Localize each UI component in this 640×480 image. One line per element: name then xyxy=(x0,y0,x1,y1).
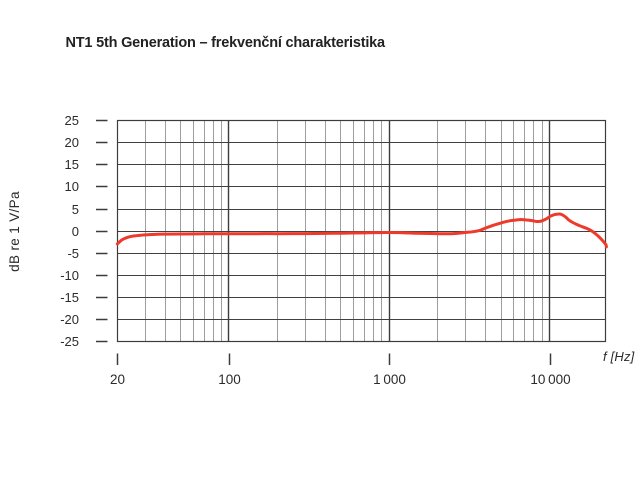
svg-text:NT1 5th Generation – frekvenčn: NT1 5th Generation – frekvenční charakte… xyxy=(66,35,387,51)
svg-text:10 000: 10 000 xyxy=(530,372,570,387)
svg-text:0: 0 xyxy=(72,224,79,239)
svg-text:5: 5 xyxy=(72,202,79,217)
svg-text:-20: -20 xyxy=(60,312,79,327)
svg-text:10: 10 xyxy=(65,179,79,194)
svg-text:f [Hz]: f [Hz] xyxy=(603,349,635,364)
svg-text:dB re 1 V/Pa: dB re 1 V/Pa xyxy=(7,191,22,272)
svg-text:1 000: 1 000 xyxy=(373,372,406,387)
svg-text:25: 25 xyxy=(65,113,79,128)
svg-text:-10: -10 xyxy=(60,268,79,283)
svg-text:15: 15 xyxy=(65,157,79,172)
svg-text:-15: -15 xyxy=(60,290,79,305)
svg-text:-25: -25 xyxy=(60,334,79,349)
svg-text:20: 20 xyxy=(110,372,125,387)
svg-text:-5: -5 xyxy=(67,246,79,261)
svg-text:20: 20 xyxy=(65,135,79,150)
svg-text:100: 100 xyxy=(218,372,241,387)
